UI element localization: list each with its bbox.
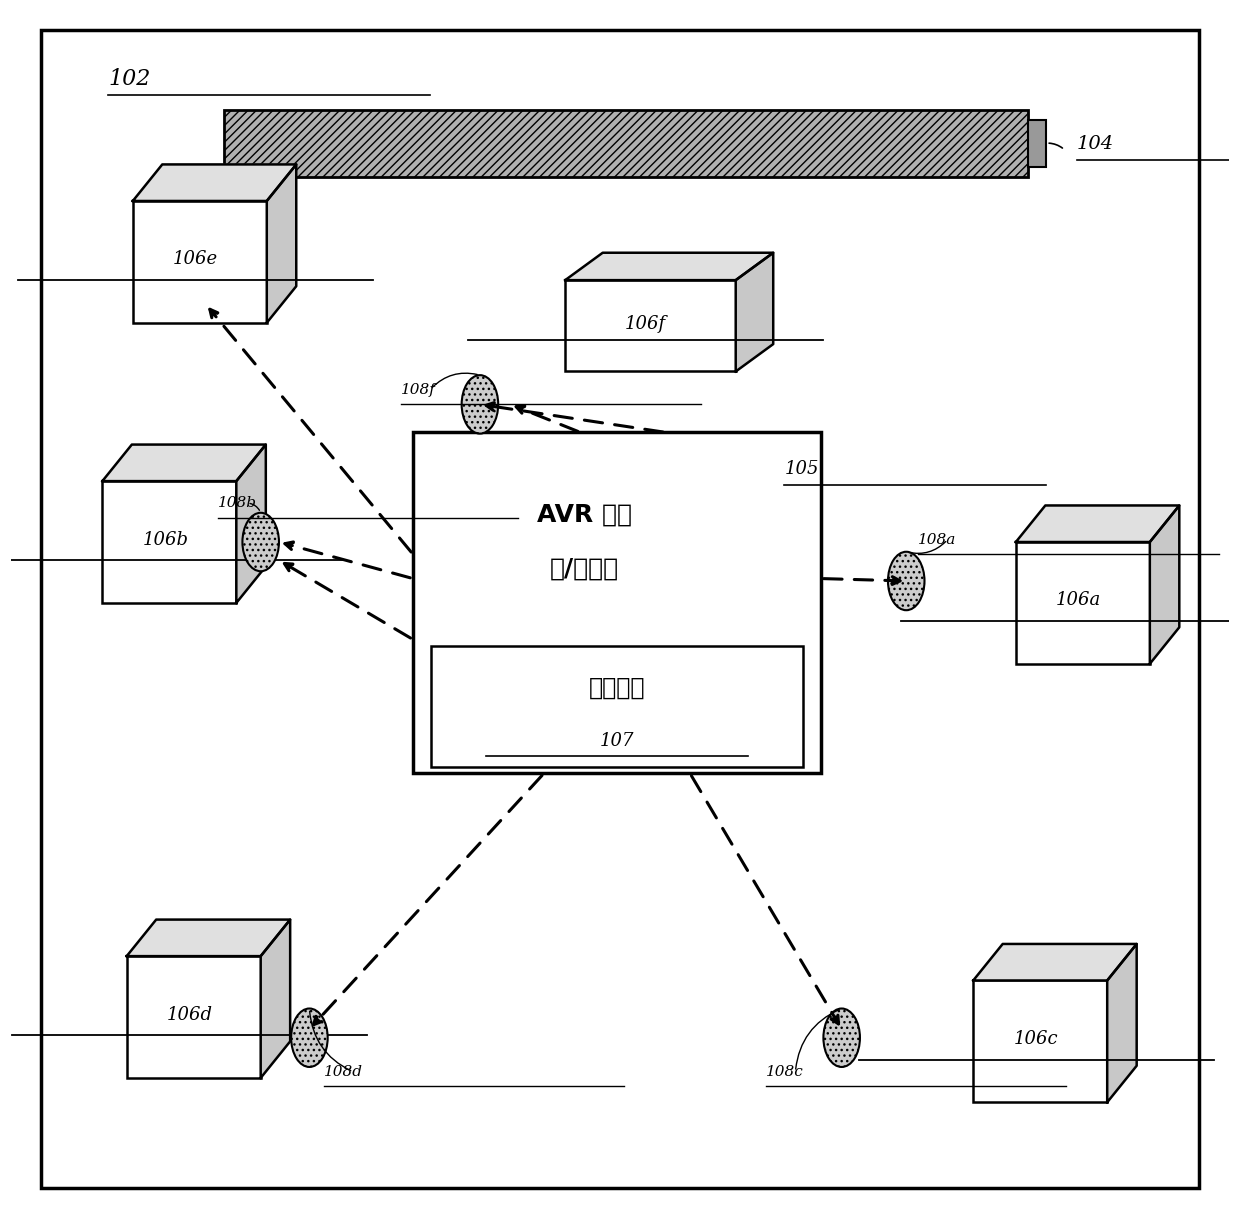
Polygon shape (1149, 505, 1179, 664)
Bar (565, 280, 735, 371)
Bar (224, 110, 1028, 177)
Polygon shape (260, 920, 290, 1078)
Ellipse shape (461, 375, 498, 434)
Text: 108c: 108c (766, 1065, 804, 1079)
Bar (1028, 119, 1047, 167)
Ellipse shape (888, 552, 925, 610)
Text: 106e: 106e (174, 251, 218, 268)
Text: 108b: 108b (218, 496, 257, 510)
Text: 108f: 108f (401, 382, 435, 397)
Polygon shape (735, 253, 774, 371)
Polygon shape (133, 164, 296, 201)
Bar (413, 432, 821, 773)
Polygon shape (1107, 944, 1137, 1102)
Bar (973, 980, 1107, 1102)
Bar (126, 956, 260, 1078)
Polygon shape (565, 253, 774, 280)
Ellipse shape (291, 1009, 327, 1067)
Bar (1016, 542, 1149, 664)
Text: 104: 104 (1076, 135, 1114, 152)
Polygon shape (237, 445, 265, 603)
Text: 102: 102 (108, 68, 151, 90)
Polygon shape (1016, 505, 1179, 542)
Text: 106b: 106b (143, 531, 188, 548)
Bar (133, 201, 267, 323)
Bar (432, 646, 802, 767)
Ellipse shape (823, 1009, 861, 1067)
Text: 108d: 108d (324, 1065, 363, 1079)
Text: 106d: 106d (166, 1006, 213, 1023)
Polygon shape (267, 164, 296, 323)
Ellipse shape (242, 513, 279, 571)
Bar (103, 481, 237, 603)
Text: 106c: 106c (1014, 1030, 1059, 1047)
Polygon shape (126, 920, 290, 956)
Text: 108a: 108a (919, 532, 957, 547)
Text: 自动发现: 自动发现 (589, 676, 645, 700)
Text: 106a: 106a (1056, 592, 1101, 609)
Polygon shape (973, 944, 1137, 980)
Text: 107: 107 (600, 732, 634, 749)
Text: 器/解码器: 器/解码器 (549, 557, 619, 581)
Text: 105: 105 (785, 460, 818, 477)
Polygon shape (103, 445, 265, 481)
FancyBboxPatch shape (41, 30, 1199, 1188)
Text: 106f: 106f (625, 315, 666, 333)
Text: AVR 呈现: AVR 呈现 (537, 502, 632, 526)
